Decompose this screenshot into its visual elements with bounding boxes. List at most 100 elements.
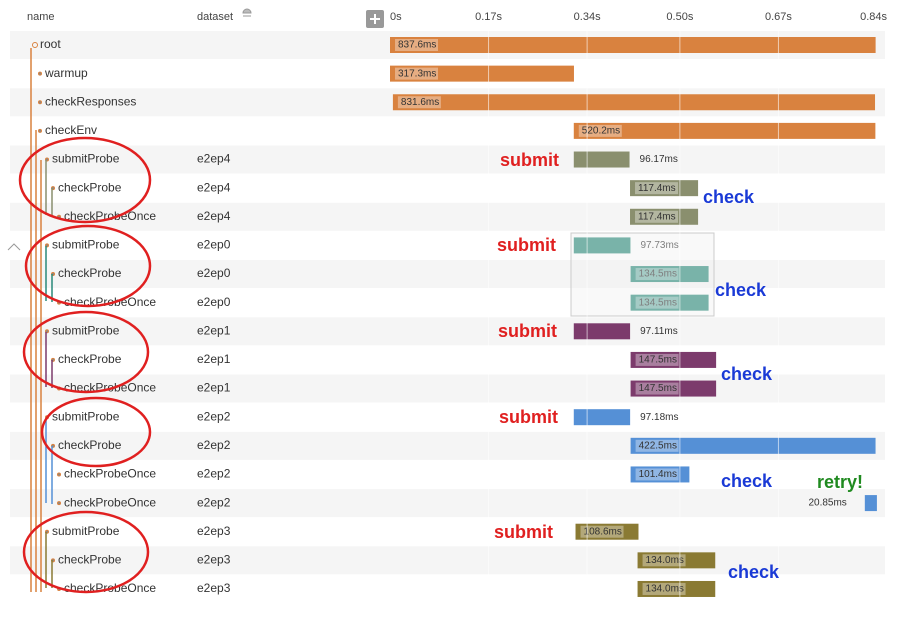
dataset: e2ep0 bbox=[197, 238, 231, 252]
label-bg bbox=[642, 582, 686, 595]
span-name: submitProbe bbox=[52, 238, 120, 252]
annotation: submit bbox=[498, 321, 557, 341]
annotation: submit bbox=[499, 407, 558, 427]
span-bar bbox=[573, 409, 631, 426]
span-bar bbox=[630, 437, 876, 454]
tree-node bbox=[57, 472, 61, 477]
row-band bbox=[10, 546, 885, 575]
dataset: e2ep2 bbox=[197, 409, 231, 423]
duration-label: 520.2ms bbox=[582, 126, 620, 137]
dataset: e2ep0 bbox=[197, 295, 231, 309]
span-name: checkResponses bbox=[45, 94, 136, 108]
dataset: e2ep2 bbox=[197, 495, 231, 509]
duration-label: 134.0ms bbox=[646, 555, 684, 566]
row-band bbox=[10, 260, 885, 289]
dataset: e2ep3 bbox=[197, 524, 231, 538]
annotation: check bbox=[728, 562, 780, 582]
label-bg bbox=[578, 124, 622, 137]
tree-node bbox=[32, 42, 38, 48]
annotation: check bbox=[715, 280, 767, 300]
duration-label: 97.18ms bbox=[640, 412, 678, 423]
span-name: checkEnv bbox=[45, 123, 97, 137]
span-bar bbox=[630, 351, 717, 368]
dataset: e2ep0 bbox=[197, 266, 231, 280]
x-tick-label: 0.17s bbox=[475, 11, 502, 23]
x-tick-label: 0.34s bbox=[574, 11, 601, 23]
x-tick-label: 0s bbox=[390, 11, 402, 23]
dataset: e2ep4 bbox=[197, 180, 231, 194]
span-name: checkProbe bbox=[58, 180, 122, 194]
dataset: e2ep4 bbox=[197, 209, 231, 223]
annotation: submit bbox=[497, 235, 556, 255]
duration-label: 134.5ms bbox=[639, 297, 677, 308]
row-band bbox=[10, 317, 885, 346]
tree-node bbox=[38, 100, 42, 105]
label-bg bbox=[395, 67, 438, 80]
x-tick-label: 0.50s bbox=[666, 11, 693, 23]
span-name: checkProbe bbox=[58, 352, 122, 366]
duration-label: 831.6ms bbox=[401, 97, 439, 108]
collapse-icon[interactable] bbox=[7, 243, 21, 251]
label-bg bbox=[580, 525, 624, 538]
dataset: e2ep4 bbox=[197, 152, 231, 166]
duration-label: 108.6ms bbox=[584, 526, 622, 537]
span-bar bbox=[630, 466, 690, 483]
duration-label: 422.5ms bbox=[639, 440, 677, 451]
x-tick-label: 0.84s bbox=[860, 11, 887, 23]
label-bg bbox=[397, 96, 441, 109]
span-name: checkProbe bbox=[58, 438, 122, 452]
duration-label: 147.5ms bbox=[639, 383, 677, 394]
duration-label: 134.5ms bbox=[639, 269, 677, 280]
duration-label: 96.17ms bbox=[640, 154, 678, 165]
label-bg bbox=[635, 182, 679, 195]
span-bar bbox=[573, 237, 631, 254]
label-bg bbox=[635, 353, 679, 366]
span-bar bbox=[630, 180, 699, 197]
span-bar bbox=[630, 380, 717, 397]
label-bg bbox=[635, 439, 679, 452]
tree-node bbox=[57, 501, 61, 506]
annotation: submit bbox=[494, 522, 553, 542]
hand-drawn-circles bbox=[18, 136, 152, 594]
x-tick-label: 0.67s bbox=[765, 11, 792, 23]
span-name: checkProbeOnce bbox=[64, 467, 156, 481]
dataset: e2ep2 bbox=[197, 467, 231, 481]
plus-icon bbox=[370, 14, 380, 24]
duration-label: 837.6ms bbox=[398, 40, 436, 51]
row-band bbox=[10, 202, 885, 231]
name-header[interactable]: name bbox=[27, 11, 55, 23]
tree-node bbox=[38, 128, 42, 133]
span-bar bbox=[630, 266, 709, 283]
annotation: check bbox=[703, 187, 755, 207]
span-bar bbox=[637, 552, 716, 569]
span-bar bbox=[390, 37, 876, 53]
dataset-header[interactable]: dataset bbox=[197, 11, 233, 23]
span-bar bbox=[390, 65, 574, 82]
duration-label: 134.0ms bbox=[646, 584, 684, 595]
duration-label: 97.73ms bbox=[640, 240, 678, 251]
label-bg bbox=[635, 210, 679, 223]
label-bg bbox=[635, 268, 679, 281]
annotation: retry! bbox=[817, 472, 863, 492]
label-bg bbox=[642, 554, 686, 567]
annotation: check bbox=[721, 364, 773, 384]
dataset: e2ep3 bbox=[197, 581, 231, 595]
span-name: checkProbe bbox=[58, 266, 122, 280]
span-bar bbox=[573, 323, 631, 340]
span-name: submitProbe bbox=[52, 409, 120, 423]
dataset: e2ep1 bbox=[197, 381, 231, 395]
hover-box bbox=[570, 232, 715, 317]
span-name: checkProbeOnce bbox=[64, 209, 156, 223]
row-band bbox=[10, 145, 885, 174]
row-band bbox=[10, 489, 885, 518]
duration-label: 20.85ms bbox=[808, 498, 846, 509]
dataset: e2ep1 bbox=[197, 352, 231, 366]
span-bar bbox=[573, 122, 876, 139]
annotation: check bbox=[721, 471, 773, 491]
sort-icon[interactable] bbox=[242, 8, 252, 17]
span-bar bbox=[573, 151, 630, 168]
dataset: e2ep2 bbox=[197, 438, 231, 452]
rows: root 837.6ms warmup 317.3ms checkResponses 83… bbox=[10, 31, 885, 597]
duration-label: 101.4ms bbox=[639, 469, 677, 480]
span-name: root bbox=[40, 37, 61, 51]
